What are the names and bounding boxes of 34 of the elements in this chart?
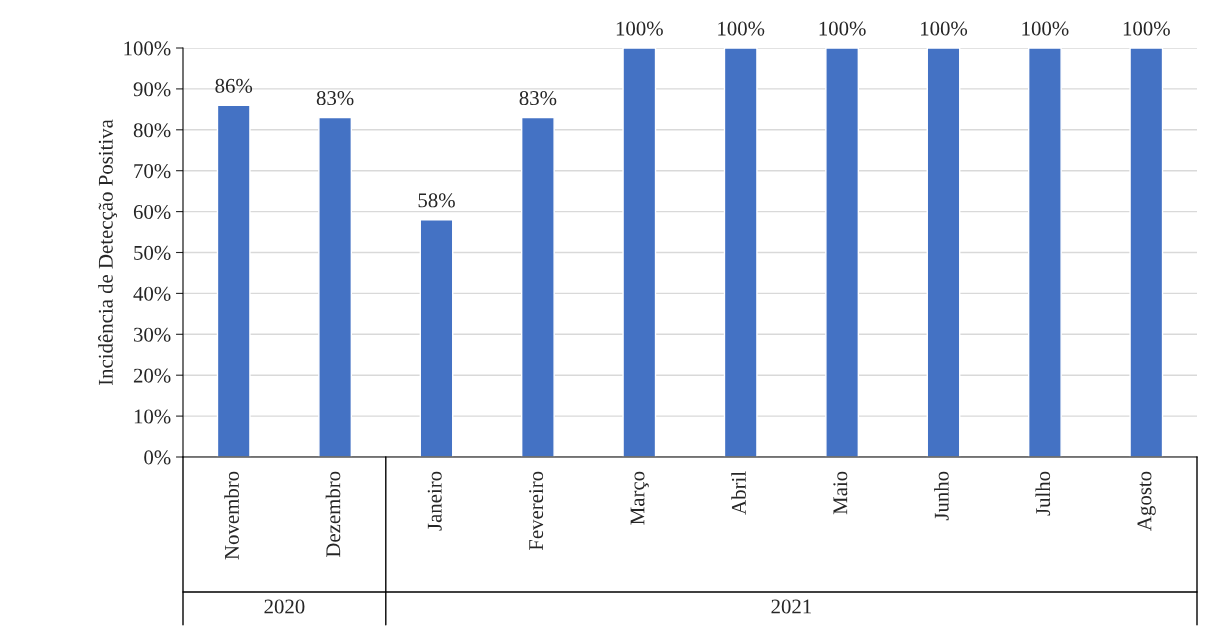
y-tick-label: 40% — [133, 286, 171, 301]
x-tick-label: Novembro — [224, 471, 239, 560]
data-label: 58% — [418, 193, 455, 208]
text: 2021 — [771, 599, 811, 614]
data-label: 100% — [819, 21, 866, 36]
y-tick-label: 60% — [133, 204, 171, 220]
y-tick-label: 50% — [134, 245, 171, 260]
y-tick-label: 0% — [144, 450, 171, 465]
x-tick-label: Agosto — [1137, 471, 1156, 531]
x-tick-label: Dezembro — [325, 471, 341, 558]
data-label: 100% — [616, 21, 663, 36]
x-tick-label: Maio — [833, 471, 848, 515]
x-tick-label: Abril — [731, 471, 746, 515]
y-tick-label: 90% — [133, 82, 171, 97]
data-label: 86% — [215, 78, 253, 93]
y-tick-label: 80% — [133, 123, 171, 138]
x-tick-label: Março — [630, 471, 649, 525]
data-label: 100% — [921, 21, 968, 36]
data-label: 100% — [1022, 21, 1069, 36]
y-tick-label: 20% — [133, 368, 171, 383]
y-tick-label: 30% — [134, 327, 171, 342]
x-tick-label: Fevereiro — [529, 471, 544, 551]
y-tick-label: 100% — [124, 41, 171, 56]
data-label: 100% — [1123, 21, 1170, 36]
data-label: 83% — [519, 91, 557, 106]
x-tick-label: Janeiro — [427, 471, 442, 531]
y-tick-label: 10% — [134, 409, 171, 424]
data-label: 100% — [718, 21, 765, 36]
data-label: 83% — [316, 91, 354, 106]
y-tick-label: 70% — [134, 164, 171, 179]
text: 2020 — [264, 599, 305, 614]
y-axis-title: Incidência de Detecção Positiva — [98, 119, 118, 386]
x-tick-label: Julho — [1035, 471, 1051, 516]
x-tick-label: Junho — [934, 471, 949, 521]
